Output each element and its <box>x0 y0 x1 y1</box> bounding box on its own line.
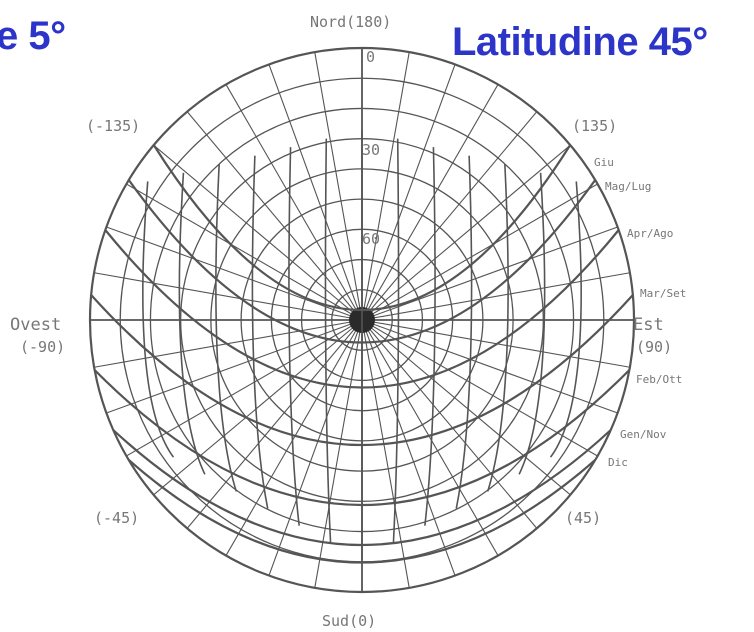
label-east: Est <box>633 315 664 335</box>
azimuth-ray <box>225 319 363 556</box>
month-label-dec: Dic <box>608 456 628 469</box>
azimuth-ray <box>314 52 363 321</box>
month-label-may-jul: Mag/Lug <box>605 180 651 193</box>
label-southwest: (-45) <box>94 509 139 527</box>
azimuth-ray <box>186 111 363 321</box>
hour-line <box>549 181 582 458</box>
azimuth-ray <box>361 226 618 321</box>
sun-path-arcs <box>90 129 634 564</box>
azimuth-ray <box>106 319 363 414</box>
hour-line <box>142 181 175 458</box>
azimuth-ray <box>361 319 538 529</box>
hour-line <box>455 155 473 509</box>
month-label-feb-oct: Feb/Ott <box>636 373 682 386</box>
azimuth-ray <box>268 64 363 321</box>
month-label-jan-nov: Gen/Nov <box>620 428 667 441</box>
hour-line <box>392 138 400 543</box>
azimuth-ray <box>361 183 598 321</box>
label-northwest: (-135) <box>86 117 140 135</box>
label-southeast: (45) <box>565 509 601 527</box>
hour-line <box>178 172 206 475</box>
azimuth-ray <box>126 183 363 321</box>
azimuth-ray <box>361 319 571 496</box>
sun-path-arc <box>128 459 596 564</box>
hour-line <box>251 155 269 509</box>
hour-line <box>424 147 436 526</box>
label-north: Nord(180) <box>310 13 391 31</box>
azimuth-ray <box>153 319 363 496</box>
month-label-mar-sep: Mar/Set <box>640 287 686 300</box>
altitude-label-30: 30 <box>362 141 380 159</box>
azimuth-ray <box>361 319 618 414</box>
diagram-heading-left: e 5° <box>0 14 66 58</box>
month-label-apr-aug: Apr/Ago <box>627 227 673 240</box>
azimuth-ray <box>361 64 456 321</box>
hour-line <box>288 147 300 526</box>
hour-line <box>324 138 332 543</box>
month-label-jun: Giu <box>594 156 614 169</box>
azimuth-ray <box>361 84 499 321</box>
label-east-value: (90) <box>636 338 672 356</box>
hour-line <box>518 172 546 475</box>
altitude-label-60: 60 <box>362 230 380 248</box>
azimuth-ray <box>225 84 363 321</box>
altitude-label-0: 0 <box>366 48 375 66</box>
azimuth-ray <box>361 319 499 556</box>
label-west: Ovest <box>10 315 61 335</box>
azimuth-ray <box>361 144 571 321</box>
hour-line <box>486 164 509 492</box>
label-south: Sud(0) <box>322 612 376 630</box>
label-northeast: (135) <box>572 117 617 135</box>
diagram-heading-right: Latitudine 45° <box>452 20 708 64</box>
label-west-value: (-90) <box>20 338 65 356</box>
azimuth-ray <box>186 319 363 529</box>
hour-line <box>215 164 238 492</box>
azimuth-ray <box>94 272 363 321</box>
azimuth-ray <box>361 111 538 321</box>
azimuth-ray <box>106 226 363 321</box>
azimuth-ray <box>361 52 410 321</box>
azimuth-ray <box>361 272 630 321</box>
azimuth-ray <box>153 144 363 321</box>
